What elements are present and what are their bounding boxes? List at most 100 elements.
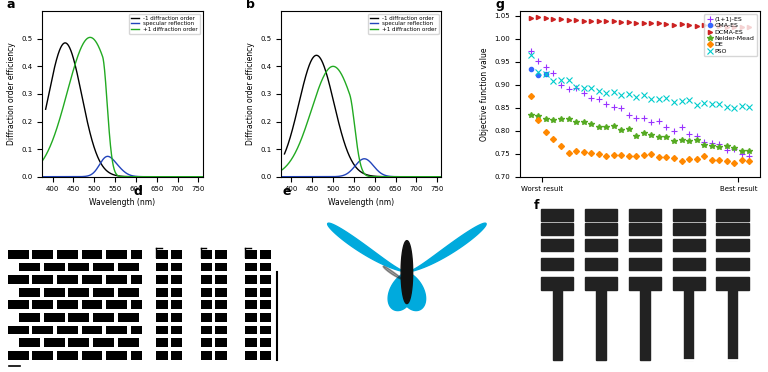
Nelder-Mead — [564, 117, 573, 121]
PSO — [526, 52, 535, 57]
(1+1)-ES — [700, 140, 709, 144]
Bar — [57, 351, 78, 359]
Bar — [260, 301, 271, 309]
Bar — [106, 250, 127, 259]
Bar — [131, 275, 152, 284]
(1+1)-ES — [639, 116, 648, 120]
Bar — [157, 338, 167, 347]
DE — [549, 137, 558, 142]
Nelder-Mead — [571, 120, 581, 125]
DCMA-ES — [587, 19, 596, 23]
(1+1)-ES — [632, 116, 641, 120]
Bar — [215, 301, 227, 309]
Nelder-Mead — [587, 122, 596, 126]
DCMA-ES — [677, 22, 686, 27]
DE — [609, 153, 618, 157]
CMA-ES — [534, 73, 543, 77]
(1+1)-ES — [677, 125, 686, 129]
Polygon shape — [541, 258, 574, 270]
Legend: -1 diffraction order, specular reflection, +1 diffraction order: -1 diffraction order, specular reflectio… — [368, 14, 439, 34]
Bar — [157, 275, 167, 284]
Bar — [200, 288, 212, 296]
DCMA-ES — [609, 19, 618, 23]
Nelder-Mead — [737, 149, 746, 153]
DE — [639, 153, 648, 158]
Bar — [170, 275, 182, 284]
PSO — [541, 71, 551, 76]
PSO — [632, 95, 641, 99]
DE — [541, 130, 551, 134]
DE — [587, 151, 596, 155]
Bar — [8, 301, 28, 309]
Bar — [142, 338, 163, 347]
Bar — [157, 263, 167, 272]
Polygon shape — [383, 266, 407, 281]
(1+1)-ES — [647, 119, 656, 124]
Bar — [68, 288, 89, 296]
Bar — [131, 351, 152, 359]
Text: b: b — [246, 0, 255, 11]
Polygon shape — [629, 239, 661, 251]
Bar — [81, 301, 102, 309]
Bar — [118, 313, 138, 322]
DE — [662, 155, 671, 159]
(1+1)-ES — [624, 113, 634, 118]
DCMA-ES — [617, 20, 626, 24]
Bar — [118, 338, 138, 347]
Bar — [245, 338, 257, 347]
Bar — [93, 288, 114, 296]
DE — [556, 144, 565, 148]
Polygon shape — [629, 223, 661, 235]
Bar — [215, 288, 227, 296]
Nelder-Mead — [677, 138, 686, 142]
DCMA-ES — [571, 17, 581, 22]
Bar — [106, 351, 127, 359]
PSO — [715, 102, 724, 106]
Bar — [170, 313, 182, 322]
DE — [579, 150, 588, 154]
Polygon shape — [673, 209, 705, 221]
DCMA-ES — [526, 16, 535, 20]
Nelder-Mead — [700, 142, 709, 147]
(1+1)-ES — [617, 106, 626, 110]
DE — [617, 153, 626, 157]
Bar — [157, 288, 167, 296]
DE — [707, 158, 717, 163]
Nelder-Mead — [601, 125, 611, 129]
Bar — [81, 326, 102, 334]
Polygon shape — [717, 209, 749, 221]
Bar — [260, 288, 271, 296]
DE — [654, 154, 664, 159]
PSO — [670, 100, 679, 105]
Bar — [8, 250, 28, 259]
Nelder-Mead — [662, 135, 671, 140]
(1+1)-ES — [670, 129, 679, 133]
DCMA-ES — [700, 23, 709, 28]
Polygon shape — [629, 258, 661, 270]
Bar — [260, 263, 271, 272]
Polygon shape — [717, 239, 749, 251]
Bar — [118, 288, 138, 296]
Bar — [200, 250, 212, 259]
Bar — [157, 326, 167, 334]
Bar — [68, 313, 89, 322]
Bar — [170, 326, 182, 334]
(1+1)-ES — [587, 96, 596, 100]
Line: CMA-ES: CMA-ES — [528, 67, 548, 77]
DCMA-ES — [662, 22, 671, 26]
DCMA-ES — [707, 23, 717, 28]
DE — [564, 151, 573, 155]
Polygon shape — [541, 278, 574, 289]
PSO — [677, 99, 686, 103]
PSO — [692, 103, 701, 107]
(1+1)-ES — [715, 142, 724, 146]
Nelder-Mead — [534, 114, 543, 118]
Bar — [245, 275, 257, 284]
PSO — [745, 105, 754, 109]
Nelder-Mead — [556, 116, 565, 121]
Bar — [215, 275, 227, 284]
(1+1)-ES — [745, 154, 754, 158]
DCMA-ES — [564, 18, 573, 22]
DE — [692, 157, 701, 161]
Bar — [106, 275, 127, 284]
